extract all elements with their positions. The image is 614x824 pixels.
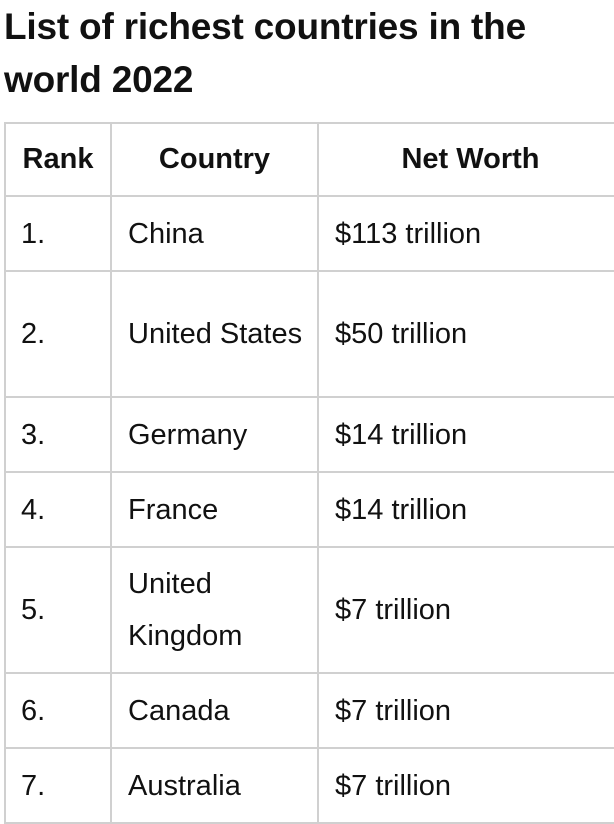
country-cell: United Kingdom bbox=[110, 546, 319, 674]
net-worth-cell: $14 trillion bbox=[317, 396, 614, 473]
rank-cell: 4. bbox=[4, 471, 112, 548]
net-worth-cell: $14 trillion bbox=[317, 471, 614, 548]
rank-cell: 7. bbox=[4, 747, 112, 824]
country-cell: Australia bbox=[110, 747, 319, 824]
country-cell: China bbox=[110, 195, 319, 272]
rank-cell: 1. bbox=[4, 195, 112, 272]
country-cell: United States bbox=[110, 270, 319, 398]
table-row: 6. Canada $7 trillion bbox=[4, 672, 614, 749]
page-title: List of richest countries in the world 2… bbox=[4, 6, 526, 100]
net-worth-cell: $113 trillion bbox=[317, 195, 614, 272]
country-cell: France bbox=[110, 471, 319, 548]
net-worth-cell: $7 trillion bbox=[317, 546, 614, 674]
header-country: Country bbox=[110, 122, 319, 197]
table-row: 7. Australia $7 trillion bbox=[4, 747, 614, 824]
table-row: 5. United Kingdom $7 trillion bbox=[4, 546, 614, 674]
table-row: 1. China $113 trillion bbox=[4, 195, 614, 272]
richest-countries-table: Rank Country Net Worth 1. China $113 tri… bbox=[4, 122, 614, 824]
table-header-row: Rank Country Net Worth bbox=[4, 122, 614, 197]
rank-cell: 3. bbox=[4, 396, 112, 473]
table-row: 2. United States $50 trillion bbox=[4, 270, 614, 398]
rank-cell: 6. bbox=[4, 672, 112, 749]
net-worth-cell: $7 trillion bbox=[317, 747, 614, 824]
rank-cell: 2. bbox=[4, 270, 112, 398]
country-cell: Canada bbox=[110, 672, 319, 749]
country-cell: Germany bbox=[110, 396, 319, 473]
net-worth-cell: $7 trillion bbox=[317, 672, 614, 749]
table-row: 3. Germany $14 trillion bbox=[4, 396, 614, 473]
rank-cell: 5. bbox=[4, 546, 112, 674]
net-worth-cell: $50 trillion bbox=[317, 270, 614, 398]
header-rank: Rank bbox=[4, 122, 112, 197]
table-row: 4. France $14 trillion bbox=[4, 471, 614, 548]
header-net-worth: Net Worth bbox=[317, 122, 614, 197]
